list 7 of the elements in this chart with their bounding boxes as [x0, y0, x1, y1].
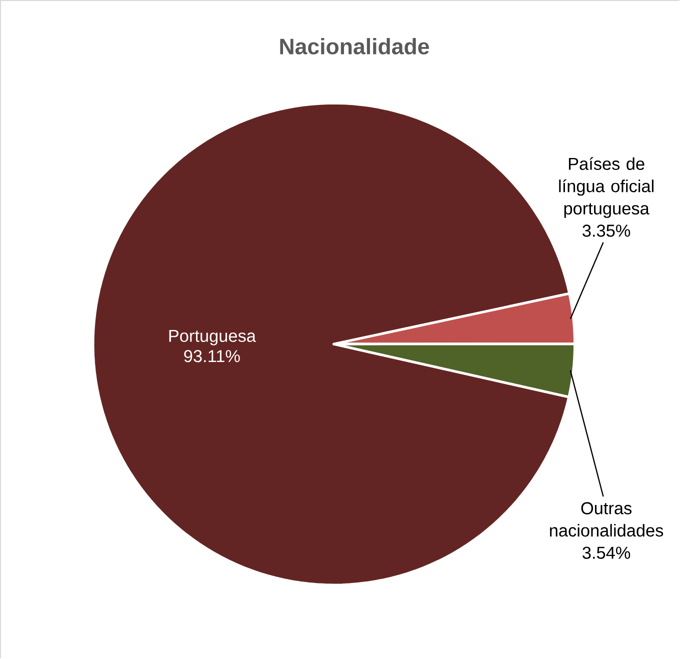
slice-label: Países de língua oficial portuguesa [559, 157, 654, 218]
data-label: 93.11% [184, 350, 240, 362]
chart-title: Nacionalidade [280, 38, 429, 55]
data-label: 3.35% [582, 224, 630, 237]
slice-label: Outras nacionalidades [550, 502, 664, 537]
data-label: 3.54% [582, 546, 630, 560]
slice-label: Portuguesa [169, 330, 256, 346]
